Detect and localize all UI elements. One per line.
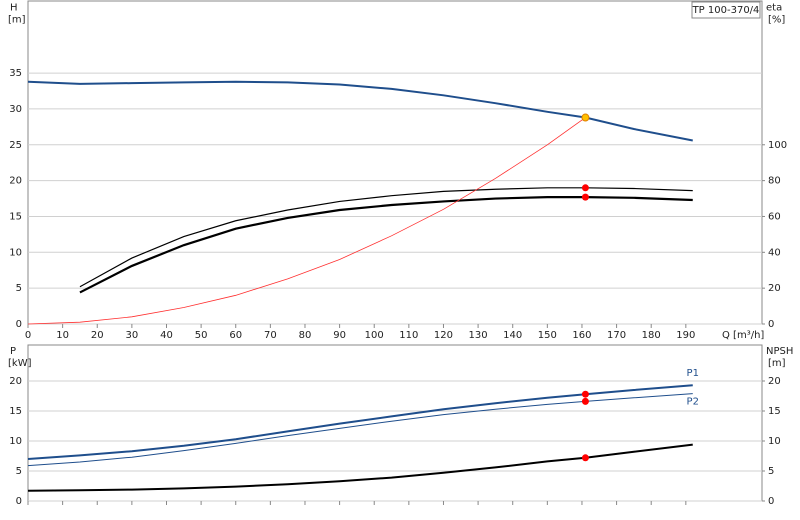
y2-tick-label: 5: [768, 466, 774, 477]
x-tick-label: 130: [469, 330, 488, 341]
y-tick-label: 15: [9, 211, 22, 222]
y-tick-label: 10: [9, 247, 22, 258]
y2-tick-label: 80: [768, 176, 781, 187]
series-label: P1: [687, 368, 699, 379]
y2-tick-label: 0: [768, 496, 774, 507]
title-box: [691, 1, 761, 19]
x-tick-label: 90: [333, 330, 346, 341]
curve: [27, 443, 693, 492]
y-tick-label: 10: [9, 436, 22, 447]
duty-point: [581, 390, 589, 398]
x-tick-label: 20: [91, 330, 104, 341]
y2-axis-label: NPSH: [766, 346, 793, 357]
curve: [27, 80, 693, 142]
x-tick-label: 150: [538, 330, 557, 341]
y-tick-label: 20: [9, 376, 22, 387]
y2-tick-label: 60: [768, 211, 781, 222]
y-axis-label: P: [10, 346, 16, 357]
y-tick-label: 5: [16, 283, 22, 294]
x-tick-label: 110: [399, 330, 418, 341]
x-tick-label: 190: [676, 330, 695, 341]
series-label: P2: [687, 397, 699, 408]
y-tick-label: 5: [16, 466, 22, 477]
y2-tick-label: 100: [768, 140, 787, 151]
x-tick-label: 0: [25, 330, 31, 341]
curve: [79, 187, 693, 288]
x-tick-label: 70: [264, 330, 277, 341]
y2-tick-label: 0: [768, 319, 774, 330]
duty-point: [581, 184, 589, 192]
y-axis-label: H: [10, 2, 18, 13]
y2-tick-label: 10: [768, 436, 781, 447]
duty-point: [581, 193, 589, 201]
y-tick-label: 15: [9, 406, 22, 417]
curve: [79, 196, 693, 294]
x-tick-label: 60: [229, 330, 242, 341]
y2-axis-unit: [m]: [768, 358, 786, 369]
y-axis-unit: [m]: [8, 14, 26, 25]
x-tick-label: 180: [642, 330, 661, 341]
x-tick-label: 120: [434, 330, 453, 341]
x-tick-label: 10: [56, 330, 69, 341]
y-tick-label: 30: [9, 104, 22, 115]
y2-tick-label: 40: [768, 247, 781, 258]
plot-frame: [27, 0, 763, 325]
x-tick-label: 100: [365, 330, 384, 341]
x-tick-label: 50: [195, 330, 208, 341]
y-axis-unit: [kW]: [8, 358, 32, 369]
x-tick-label: 80: [299, 330, 312, 341]
curve: [27, 384, 693, 460]
y2-tick-label: 20: [768, 376, 781, 387]
x-tick-label: 40: [160, 330, 173, 341]
y-tick-label: 0: [16, 496, 22, 507]
y2-tick-label: 15: [768, 406, 781, 417]
y-tick-label: 35: [9, 68, 22, 79]
y-tick-label: 25: [9, 140, 22, 151]
y-tick-label: 0: [16, 319, 22, 330]
x-tick-label: 30: [126, 330, 139, 341]
duty-point: [581, 454, 589, 462]
x-tick-label: 170: [607, 330, 626, 341]
curve: [27, 393, 693, 467]
x-tick-label: 140: [503, 330, 522, 341]
y2-tick-label: 20: [768, 283, 781, 294]
y2-axis-unit: [%]: [768, 14, 785, 25]
duty-point: [581, 397, 589, 405]
chart-title: TP 100-370/4: [692, 5, 760, 16]
duty-point: [581, 113, 590, 122]
curve: [27, 117, 586, 325]
x-axis-label: Q [m³/h]: [722, 330, 764, 341]
y-tick-label: 20: [9, 176, 22, 187]
y2-axis-label: eta: [766, 2, 782, 13]
x-tick-label: 160: [572, 330, 591, 341]
